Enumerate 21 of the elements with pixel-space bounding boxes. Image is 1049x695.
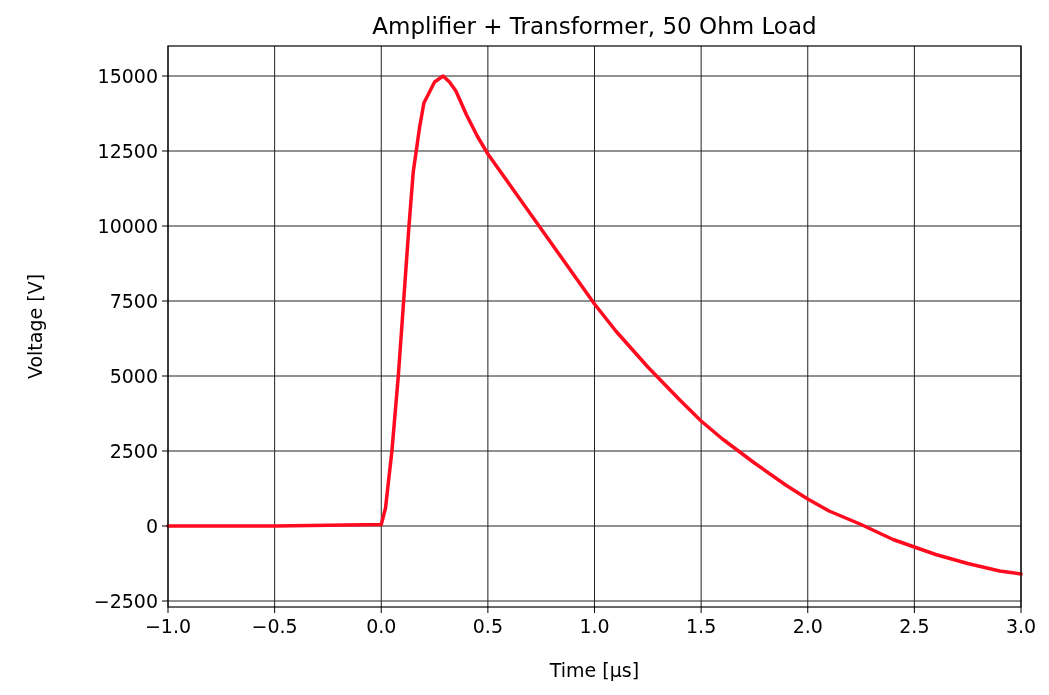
line-series	[166, 74, 1023, 576]
x-tick-label: 0.0	[366, 615, 397, 637]
y-axis-title: Voltage [V]	[24, 273, 46, 380]
x-tick-label: 0.5	[472, 615, 503, 637]
x-tick-label: −0.5	[251, 615, 298, 637]
y-tick-label: 12500	[97, 139, 158, 162]
y-tick-label: 0	[145, 514, 158, 537]
x-tick-label: 2.0	[792, 615, 823, 637]
x-tick-label: 3.0	[1005, 615, 1037, 637]
chart-title: Amplifier + Transformer, 50 Ohm Load	[372, 13, 817, 39]
x-tick-label: 1.0	[579, 615, 610, 637]
y-tick-label: 5000	[109, 364, 158, 387]
x-tick-label: 1.5	[686, 615, 717, 637]
x-axis-title: Time [μs]	[548, 659, 640, 681]
y-tick-label: 10000	[97, 214, 158, 237]
y-tick-label: 7500	[109, 289, 158, 312]
y-tick-label: −2500	[93, 589, 158, 612]
x-tick-label: −1.0	[144, 615, 192, 637]
y-tick-label: 15000	[97, 64, 158, 87]
y-tick-label: 2500	[109, 439, 158, 462]
x-tick-label: 2.5	[899, 615, 930, 637]
